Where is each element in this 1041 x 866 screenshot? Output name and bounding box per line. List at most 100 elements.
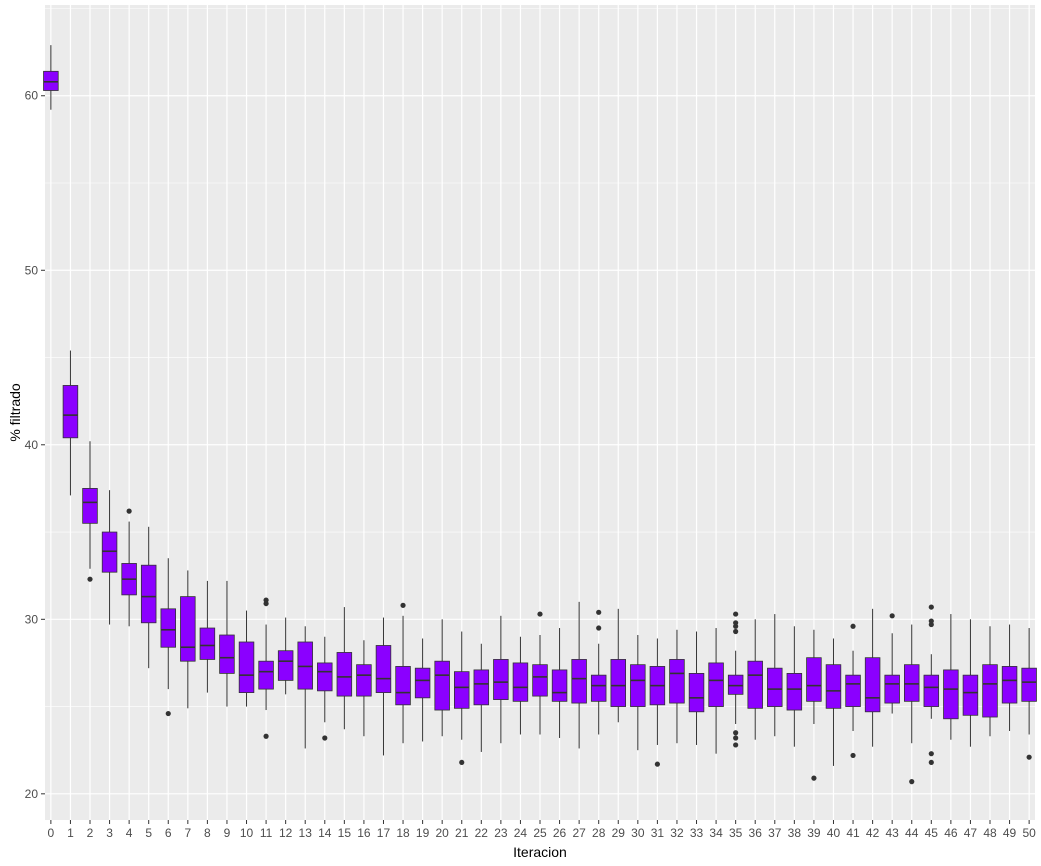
box-5: [140, 526, 157, 669]
box-4: [121, 508, 137, 627]
outlier-point: [733, 735, 739, 741]
outlier-point: [1026, 754, 1032, 760]
box-body: [160, 608, 176, 648]
box-9: [219, 580, 235, 707]
box-body: [82, 488, 98, 524]
box-body: [473, 669, 490, 706]
outlier-point: [596, 625, 602, 631]
box-33: [688, 631, 705, 745]
outlier-point: [928, 751, 934, 757]
x-tick-label: 4: [126, 826, 133, 840]
box-30: [630, 635, 646, 751]
box-31: [649, 638, 666, 767]
box-28: [590, 609, 607, 735]
outlier-point: [459, 759, 465, 766]
outlier-point: [87, 576, 93, 582]
box-body: [727, 674, 744, 695]
x-tick-label: 14: [318, 826, 332, 840]
outlier-point: [596, 609, 602, 615]
box-19: [414, 638, 431, 742]
x-tick-label: 0: [48, 826, 55, 840]
box-body: [767, 667, 783, 707]
box-body: [101, 531, 118, 573]
box-body: [982, 664, 998, 718]
outlier-point: [165, 710, 171, 717]
box-body: [806, 657, 822, 702]
y-tick-label: 20: [25, 787, 39, 801]
x-tick-label: 50: [1022, 826, 1036, 840]
box-12: [277, 617, 294, 695]
box-body: [1021, 667, 1037, 702]
x-tick-label: 40: [827, 826, 841, 840]
x-tick-label: 7: [184, 826, 191, 840]
outlier-point: [733, 628, 739, 635]
box-1: [62, 350, 79, 496]
x-tick-label: 33: [690, 826, 704, 840]
outlier-point: [850, 752, 856, 759]
box-47: [962, 619, 979, 747]
x-tick-label: 41: [846, 826, 860, 840]
box-body: [258, 660, 274, 690]
y-tick-label: 50: [25, 263, 39, 277]
box-body: [571, 659, 587, 704]
box-18: [395, 602, 411, 744]
x-tick-label: 5: [145, 826, 152, 840]
box-39: [806, 629, 822, 781]
outlier-point: [322, 735, 328, 741]
outlier-point: [126, 508, 132, 514]
x-tick-label: 46: [944, 826, 958, 840]
x-tick-label: 24: [514, 826, 528, 840]
box-25: [532, 611, 548, 735]
x-tick-label: 22: [475, 826, 489, 840]
x-tick-label: 27: [572, 826, 586, 840]
box-body: [199, 627, 216, 660]
x-tick-label: 9: [224, 826, 231, 840]
x-tick-label: 45: [925, 826, 939, 840]
outlier-point: [733, 742, 739, 748]
x-tick-label: 44: [905, 826, 919, 840]
box-11: [258, 597, 274, 739]
box-0: [43, 45, 59, 110]
outlier-point: [263, 597, 269, 603]
box-32: [669, 629, 685, 744]
box-body: [669, 659, 685, 704]
x-tick-label: 30: [631, 826, 645, 840]
box-body: [414, 667, 431, 699]
box-48: [982, 626, 998, 737]
box-37: [767, 614, 783, 737]
box-10: [238, 610, 255, 707]
outlier-point: [733, 611, 739, 617]
box-35: [727, 611, 744, 748]
box-23: [493, 615, 509, 744]
box-body: [532, 664, 548, 697]
box-15: [336, 607, 353, 730]
box-body: [904, 664, 920, 702]
box-series: [43, 45, 1037, 785]
outlier-point: [928, 618, 934, 624]
box-body: [845, 674, 861, 707]
y-axis-title: % filtrado: [7, 383, 23, 442]
outlier-point: [400, 602, 406, 608]
box-body: [297, 641, 313, 690]
box-49: [1001, 624, 1018, 731]
x-tick-label: 38: [788, 826, 802, 840]
box-body: [140, 564, 157, 624]
x-tick-label: 23: [494, 826, 508, 840]
box-body: [551, 669, 568, 702]
outlier-point: [654, 761, 660, 767]
x-axis-title: Iteracion: [513, 844, 567, 860]
box-body: [395, 666, 411, 706]
x-tick-label: 35: [729, 826, 743, 840]
box-14: [317, 636, 333, 741]
box-29: [610, 608, 626, 723]
x-tick-label: 1: [67, 826, 74, 840]
box-body: [62, 385, 79, 439]
x-tick-label: 8: [204, 826, 211, 840]
box-13: [297, 626, 313, 749]
box-body: [864, 657, 881, 713]
outlier-point: [537, 611, 543, 617]
box-17: [375, 617, 392, 756]
outlier-point: [928, 604, 934, 610]
box-body: [219, 634, 235, 674]
x-tick-label: 37: [768, 826, 782, 840]
